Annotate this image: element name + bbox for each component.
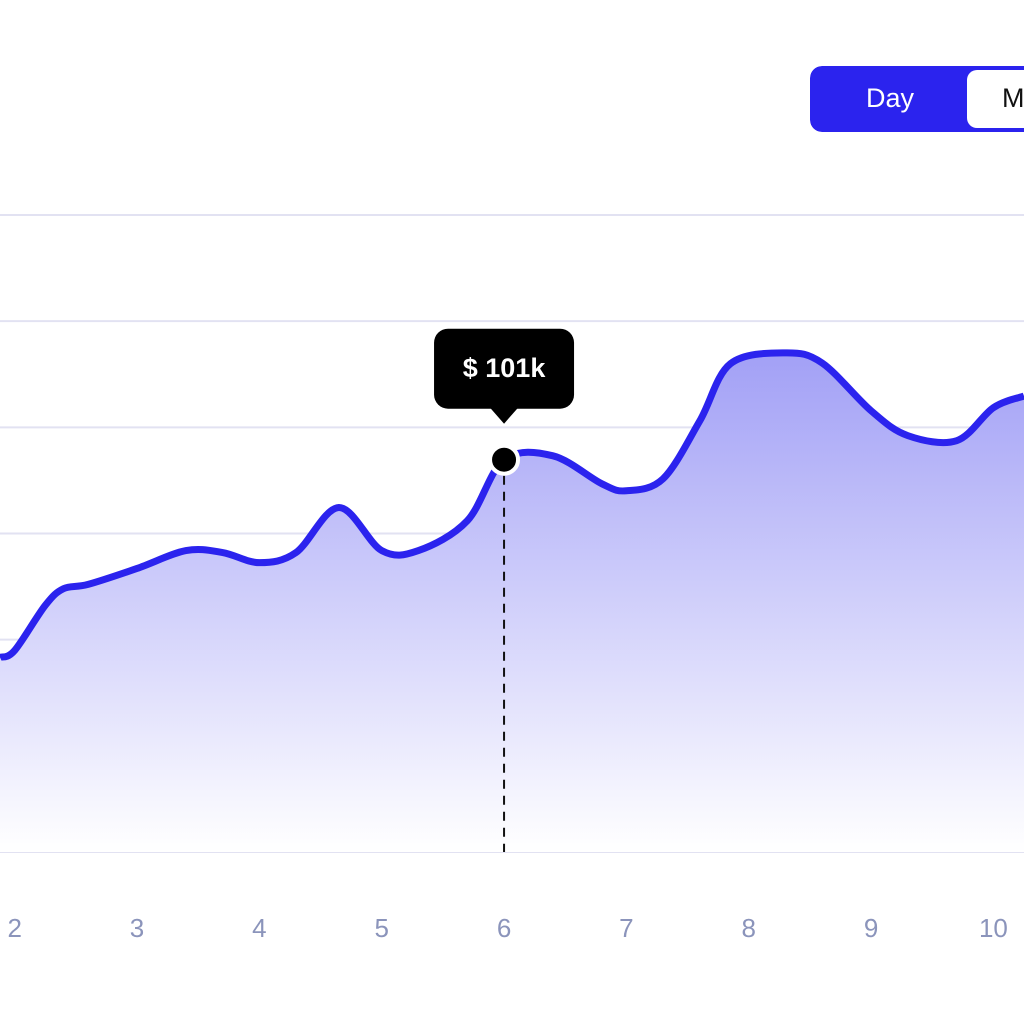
range-toggle: Day M <box>810 66 1024 132</box>
toggle-day[interactable]: Day <box>866 83 915 113</box>
toggle-option-bg[interactable] <box>967 70 1024 128</box>
x-tick-label: 5 <box>374 913 388 943</box>
toggle-other[interactable]: M <box>1002 83 1024 113</box>
x-tick-label: 4 <box>252 913 266 943</box>
x-tick-label: 6 <box>497 913 511 943</box>
x-tick-label: 10 <box>979 913 1008 943</box>
tooltip-box <box>434 328 575 409</box>
x-tick-label: 8 <box>741 913 755 943</box>
x-tick-label: 7 <box>619 913 633 943</box>
x-tick-label: 2 <box>7 913 21 943</box>
hover-point <box>488 443 521 476</box>
x-tick-label: 3 <box>130 913 144 943</box>
tooltip-label: $ 101k <box>463 353 547 383</box>
x-tick-label: 9 <box>864 913 878 943</box>
tooltip-pointer <box>490 407 519 424</box>
line <box>0 349 1024 661</box>
plot: 2 3 4 5 6 7 8 9 10 $ 101k <box>0 328 1024 943</box>
area-fill <box>0 352 1024 852</box>
tooltip: $ 101k <box>434 328 575 424</box>
